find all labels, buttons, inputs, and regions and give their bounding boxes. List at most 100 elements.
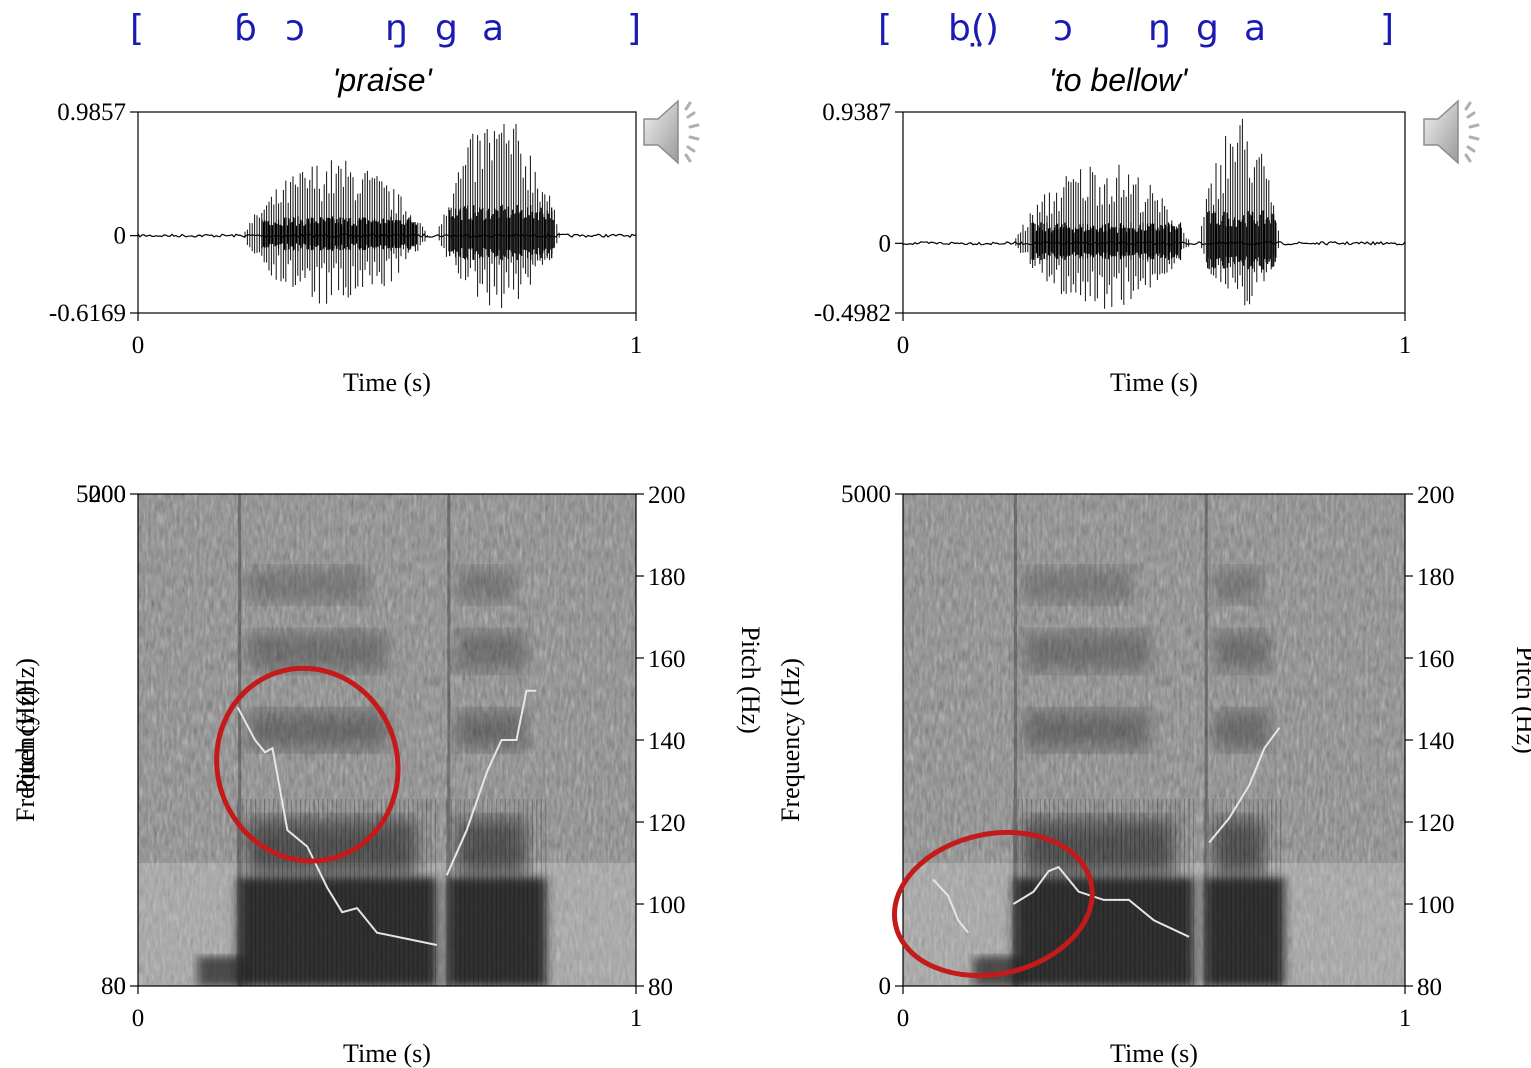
- formant-band: [1023, 818, 1175, 878]
- ipa-segment: ɓ: [234, 8, 257, 49]
- pitch-tick-label: 180: [648, 564, 686, 591]
- formant-band: [1023, 631, 1150, 672]
- formant-band: [1013, 877, 1195, 986]
- pitch-tick-label: 100: [1417, 892, 1455, 919]
- transcription-right: [ b(̤) ɔ ŋ g a ]: [878, 8, 1398, 56]
- pitch-track-line: [445, 689, 537, 876]
- pitch-tick-label-overlap: 200: [89, 481, 127, 508]
- formant-band: [1214, 710, 1271, 750]
- ipa-segment: a: [1244, 8, 1267, 49]
- formant-band: [1214, 567, 1263, 603]
- x-tick-label: 1: [1399, 1005, 1412, 1032]
- y-tick-label: 0: [114, 223, 127, 250]
- pitch-tick-label: 200: [1417, 482, 1455, 509]
- x-axis-title: Time (s): [1110, 368, 1198, 397]
- frequency-tick-label: 0: [879, 973, 892, 1000]
- ipa-segment: g: [1196, 8, 1219, 49]
- formant-band: [247, 567, 368, 603]
- x-tick-label: 0: [132, 1005, 145, 1032]
- spectrogram-image: [903, 494, 1405, 986]
- speaker-volume-icon[interactable]: [1420, 97, 1494, 167]
- cropped-caption: [0, 1052, 1531, 1068]
- glottal-striations: [446, 799, 547, 986]
- y-tick-label: 0: [879, 230, 892, 257]
- formant-band: [456, 567, 517, 603]
- voicing-bar: [197, 956, 248, 986]
- formant-band: [247, 631, 388, 672]
- x-tick-label: 0: [897, 332, 910, 359]
- pitch-tick-label: 160: [648, 646, 686, 673]
- pitch-tick-label: 160: [1417, 646, 1455, 673]
- plot-frame: [902, 111, 1406, 314]
- waveform-core: [449, 204, 554, 261]
- ipa-segment: g: [435, 8, 458, 49]
- pitch-tick-label: 140: [648, 728, 686, 755]
- ipa-open-bracket: [: [878, 8, 893, 49]
- x-tick-label: 0: [132, 332, 145, 359]
- pitch-axis-title: Pitch (Hz): [1511, 646, 1531, 754]
- gloss-right: 'to bellow': [1048, 62, 1188, 98]
- highlight-circle: [214, 665, 401, 864]
- pitch-tick-label: 100: [648, 892, 686, 919]
- waveform-core: [1031, 222, 1182, 260]
- glottal-striations: [1203, 799, 1282, 986]
- formant-band: [1023, 710, 1150, 750]
- x-tick-label: 1: [630, 1005, 643, 1032]
- ipa-close-bracket: ]: [627, 8, 642, 49]
- ipa-segment: ɔ: [1053, 8, 1073, 49]
- ipa-open-bracket: [: [130, 8, 145, 49]
- formant-band: [1204, 877, 1285, 986]
- formant-band: [1023, 567, 1132, 603]
- formant-band: [446, 877, 547, 986]
- pitch-track-line: [932, 878, 970, 934]
- y-tick-label: 0.9387: [822, 99, 891, 126]
- plot-frame: [137, 111, 637, 314]
- spectrogram-chart: 5000 0 200 180 160 140 120 100 80 0 1 Time (s) Frequ…: [776, 481, 1531, 1068]
- highlight-circle: [891, 829, 1095, 979]
- pitch-tick-label: 80: [648, 974, 673, 1001]
- formant-band: [456, 710, 527, 750]
- pitch-tick-label-overlap: 80: [101, 973, 126, 1000]
- formant-band: [1214, 631, 1271, 672]
- ipa-segment: b(̤): [948, 8, 999, 49]
- waveform-core: [261, 216, 418, 252]
- y-tick-label: -0.6169: [49, 300, 126, 327]
- ipa-segment: a: [482, 8, 505, 49]
- pitch-tick-label: 140: [1417, 728, 1455, 755]
- pitch-track-line: [236, 706, 438, 946]
- formant-band: [456, 631, 527, 672]
- gloss-left: 'praise': [332, 62, 432, 98]
- pitch-tick-label: 120: [648, 810, 686, 837]
- waveform-core: [1207, 210, 1276, 270]
- speaker-volume-icon[interactable]: [640, 97, 714, 167]
- pitch-tick-label: 180: [1417, 564, 1455, 591]
- formant-band: [247, 818, 417, 878]
- formant-band: [456, 818, 527, 878]
- ipa-close-bracket: ]: [1380, 8, 1395, 49]
- x-tick-label: 1: [1399, 332, 1412, 359]
- frequency-axis-title: Frequency (Hz): [11, 658, 40, 822]
- spectrogram-image: [138, 494, 636, 986]
- ipa-segment: ɔ: [285, 8, 305, 49]
- frequency-axis-title: Frequency (Hz): [776, 658, 805, 822]
- frequency-tick-label: 0: [114, 973, 127, 1000]
- frequency-tick-label: 5000: [76, 481, 126, 508]
- formant-band: [247, 710, 388, 750]
- transcription-left: [ ɓ ɔ ŋ g a ]: [130, 8, 650, 56]
- glottal-striations: [237, 799, 437, 986]
- formant-band: [1214, 818, 1265, 878]
- glottal-striations: [1012, 799, 1194, 986]
- x-axis-title: Time (s): [343, 1039, 431, 1068]
- y-tick-label: -0.4982: [814, 300, 891, 327]
- x-tick-label: 0: [897, 1005, 910, 1032]
- pitch-track-line: [1012, 865, 1190, 938]
- x-axis-title: Time (s): [343, 368, 431, 397]
- frequency-tick-label: 5000: [841, 481, 891, 508]
- pitch-axis-title-overlap: Pitch (Hz): [11, 686, 40, 794]
- pitch-track-line: [1208, 727, 1281, 844]
- x-tick-label: 1: [630, 332, 643, 359]
- pitch-tick-label: 80: [1417, 974, 1442, 1001]
